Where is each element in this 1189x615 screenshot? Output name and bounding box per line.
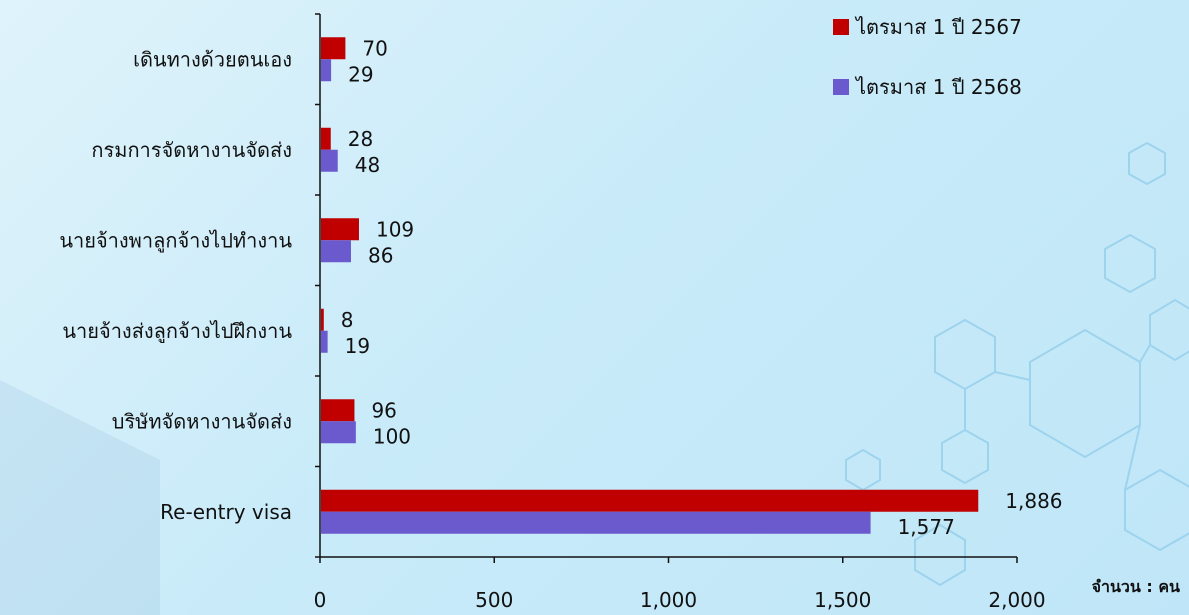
data-label-series-1: 8: [341, 308, 354, 332]
category-label: กรมการจัดหางานจัดส่ง: [91, 138, 292, 162]
unit-label: จำนวน : คน: [1092, 577, 1180, 596]
legend-swatch: [833, 79, 849, 95]
data-label-series-2: 29: [348, 62, 373, 86]
data-label-series-2: 48: [355, 153, 380, 177]
category-label: Re-entry visa: [160, 500, 292, 524]
category-label: บริษัทจัดหางานจัดส่ง: [112, 409, 292, 433]
data-label-series-1: 70: [362, 36, 387, 60]
bar-series-2: [321, 149, 338, 172]
bar-series-1: [321, 127, 331, 150]
data-label-series-1: 1,886: [1005, 489, 1062, 513]
bar-series-2: [321, 421, 356, 444]
data-label-series-2: 19: [345, 334, 370, 358]
legend-swatch: [833, 19, 849, 35]
x-tick-label: 0: [314, 588, 327, 612]
x-tick-label: 1,000: [640, 588, 697, 612]
data-label-series-1: 28: [348, 127, 373, 151]
data-label-series-2: 1,577: [898, 515, 955, 539]
bar-series-1: [321, 37, 346, 60]
bar-series-2: [321, 59, 332, 82]
legend-label: ไตรมาส 1 ปี 2568: [854, 75, 1022, 99]
x-tick-label: 2,000: [988, 588, 1045, 612]
category-label: นายจ้างส่งลูกจ้างไปฝึกงาน: [62, 319, 292, 344]
category-label: นายจ้างพาลูกจ้างไปทำงาน: [59, 228, 292, 253]
bar-series-2: [321, 240, 351, 263]
bar-series-1: [321, 308, 324, 331]
bar-series-1: [321, 489, 979, 512]
data-label-series-1: 109: [376, 217, 414, 241]
bar-series-1: [321, 218, 359, 241]
data-label-series-2: 86: [368, 243, 393, 267]
legend-label: ไตรมาส 1 ปี 2567: [854, 15, 1022, 39]
x-tick-label: 500: [475, 588, 513, 612]
x-tick-label: 1,500: [814, 588, 871, 612]
category-label: เดินทางด้วยตนเอง: [133, 47, 292, 71]
bar-series-2: [321, 330, 328, 353]
bar-series-2: [321, 511, 871, 534]
bar-series-1: [321, 399, 355, 422]
data-label-series-1: 96: [371, 398, 396, 422]
data-label-series-2: 100: [373, 424, 411, 448]
